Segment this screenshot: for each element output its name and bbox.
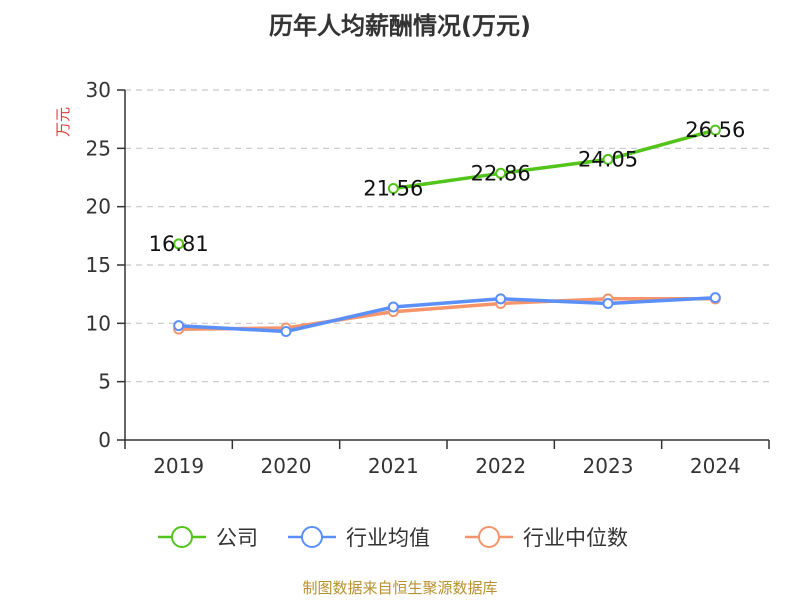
legend-label: 公司	[216, 526, 258, 550]
y-tick-label: 15	[86, 253, 111, 277]
y-tick-label: 20	[86, 195, 111, 219]
grid-lines	[125, 89, 769, 383]
series-1-point	[495, 293, 507, 305]
y-tick-label: 25	[86, 136, 111, 160]
legend-label: 行业均值	[346, 526, 430, 550]
y-tick-label: 10	[86, 311, 111, 335]
legend-swatch-marker	[478, 526, 500, 548]
legend-swatch-marker	[301, 526, 323, 548]
x-tick-label: 2021	[368, 454, 419, 478]
series-1-point	[709, 292, 721, 304]
series-0-point	[387, 182, 399, 194]
series-0-point	[602, 153, 614, 165]
data-label: 24.05	[578, 147, 638, 171]
series-1-point	[602, 298, 614, 309]
source-note: 制图数据来自恒生聚源数据库	[302, 579, 498, 597]
data-label: 21.56	[363, 176, 423, 200]
series-1-point	[387, 301, 399, 313]
x-tick-label: 2020	[261, 454, 312, 478]
x-tick-label: 2023	[583, 454, 634, 478]
chart-title: 历年人均薪酬情况(万元)	[269, 12, 531, 40]
series-0-point	[709, 124, 721, 136]
data-label: 26.56	[685, 118, 745, 142]
series-0-point	[173, 238, 185, 250]
series-0-line	[391, 128, 718, 191]
series-2-line	[176, 297, 718, 331]
series	[173, 124, 721, 337]
y-tick-label: 5	[98, 370, 111, 394]
axes: 0 5 10 15 20 25 30 万元 2019 2020 2021 2022 2023 2024	[54, 78, 770, 478]
series-1-line	[176, 295, 718, 334]
y-tick-label: 30	[86, 78, 111, 102]
series-0-point	[495, 167, 507, 179]
data-labels: 16.81 21.56 22.86 24.05 26.56	[149, 118, 746, 256]
series-1-point	[173, 320, 185, 332]
legend-swatch-marker	[171, 526, 193, 548]
series-1-point	[280, 326, 292, 337]
x-tick-label: 2019	[153, 454, 204, 478]
data-label: 22.86	[471, 161, 531, 185]
x-tick-label: 2022	[475, 454, 526, 478]
data-label: 16.81	[149, 232, 209, 256]
y-axis-label: 万元	[54, 107, 72, 137]
legend: 公司 行业均值 行业中位数	[158, 526, 628, 550]
x-tick-label: 2024	[690, 454, 741, 478]
y-tick-label: 0	[98, 428, 111, 452]
legend-label: 行业中位数	[523, 526, 628, 550]
